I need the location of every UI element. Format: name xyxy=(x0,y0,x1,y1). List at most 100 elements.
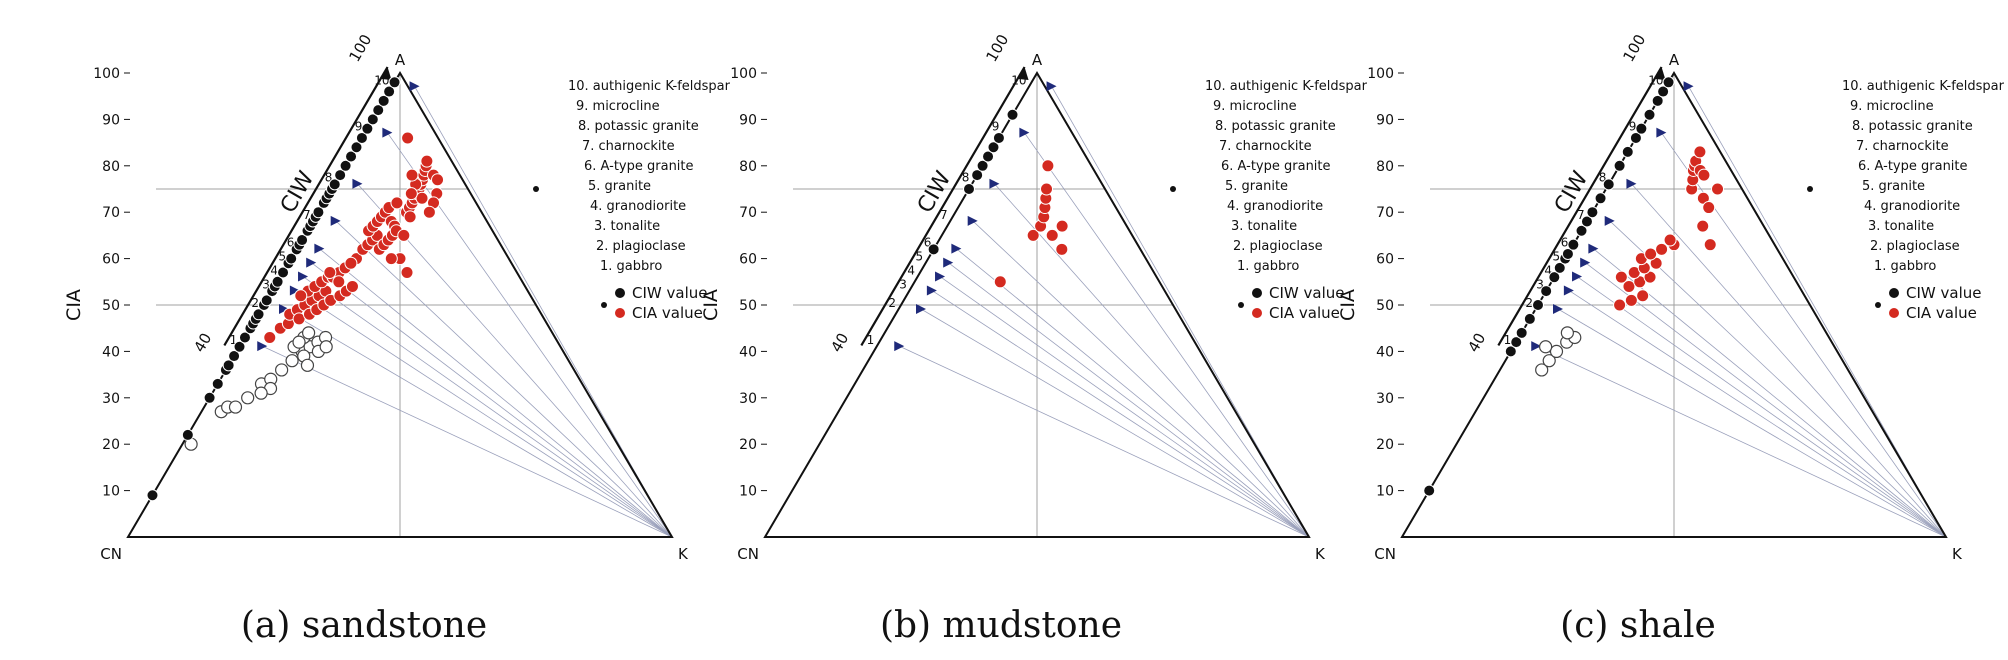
ciw-point xyxy=(1621,145,1634,158)
vertex-label-cn: CN xyxy=(100,545,122,563)
tieline xyxy=(1584,262,1947,538)
legend-marker xyxy=(615,288,625,298)
ciw-point xyxy=(271,275,284,288)
mineral-list-item: 5. granite xyxy=(1862,179,1925,194)
mineral-marker xyxy=(967,215,978,226)
ciw-point xyxy=(963,183,975,195)
mineral-index-label: 7 xyxy=(940,208,948,222)
ciw-point xyxy=(1423,484,1436,497)
mineral-list-item: 4. granodiorite xyxy=(590,199,686,214)
ciw-point xyxy=(1575,224,1588,237)
ciw-point xyxy=(1643,108,1656,121)
panel-caption: (c) shale xyxy=(1560,605,1716,646)
mineral-marker xyxy=(894,341,905,352)
y-tick-label: 100 xyxy=(730,66,757,82)
vertex-label-a: A xyxy=(1669,51,1680,69)
mineral-marker xyxy=(951,243,962,254)
cia-point xyxy=(397,228,411,242)
hollow-point xyxy=(1542,354,1556,368)
y-tick-label: 70 xyxy=(739,205,757,221)
cia-point xyxy=(1041,159,1055,173)
mineral-list-item: 3. tonalite xyxy=(1231,219,1297,234)
mineral-marker xyxy=(1683,81,1694,92)
mineral-index-label: 3 xyxy=(262,277,270,291)
tieline xyxy=(1557,308,1947,538)
mineral-marker xyxy=(306,257,317,268)
ciw-point xyxy=(1548,271,1561,284)
mineral-marker xyxy=(1563,285,1574,296)
y-tick-label: 90 xyxy=(1376,112,1394,128)
right-edge-tick xyxy=(601,302,607,308)
hollow-point xyxy=(1560,326,1574,340)
hollow-point xyxy=(1535,363,1549,377)
mineral-marker xyxy=(926,285,937,296)
mineral-marker xyxy=(916,304,926,314)
y-tick-label: 30 xyxy=(739,391,757,407)
mineral-index-label: 9 xyxy=(355,120,363,134)
y-tick-label: 20 xyxy=(739,437,757,453)
y-tick-label: 40 xyxy=(102,344,120,360)
ciw-point xyxy=(1510,336,1523,349)
cia-point xyxy=(1644,247,1658,261)
ciw-point xyxy=(222,359,235,372)
vertex-label-cn: CN xyxy=(1374,545,1396,563)
y-tick-label: 60 xyxy=(102,252,120,268)
tieline xyxy=(335,220,673,538)
ciw-point xyxy=(1567,238,1580,251)
ciw-point xyxy=(982,150,995,163)
mineral-list-item: 7. charnockite xyxy=(1856,139,1949,154)
mineral-index-label: 8 xyxy=(962,171,970,185)
right-edge-tick xyxy=(1807,186,1813,192)
tieline xyxy=(972,220,1310,538)
ciw-arrow-line xyxy=(223,66,389,346)
mineral-index-label: 4 xyxy=(907,264,915,278)
hollow-point xyxy=(285,354,299,368)
tieline xyxy=(931,290,1310,538)
mineral-list-item: 4. granodiorite xyxy=(1864,199,1960,214)
vertex-label-k: K xyxy=(1952,545,1963,563)
cia-point xyxy=(422,205,436,219)
cia-point xyxy=(345,279,359,293)
ciw-point xyxy=(1006,108,1019,121)
mineral-index-label: 5 xyxy=(916,250,924,264)
ciw-point xyxy=(1651,94,1664,107)
mineral-list-item: 6. A-type granite xyxy=(1858,159,1968,174)
right-edge-tick xyxy=(533,186,539,192)
cia-point xyxy=(1703,238,1717,252)
mineral-marker xyxy=(943,257,954,268)
mineral-marker xyxy=(409,81,420,92)
mineral-marker xyxy=(1046,81,1057,92)
cia-point xyxy=(384,252,398,266)
mineral-marker xyxy=(257,341,268,352)
tieline xyxy=(994,183,1310,538)
ciw-point xyxy=(1523,312,1536,325)
ciw-point xyxy=(339,159,352,172)
mineral-index-label: 6 xyxy=(924,236,932,250)
mineral-list-item: 8. potassic granite xyxy=(578,119,699,134)
mineral-index-label: 2 xyxy=(888,296,896,310)
mineral-marker xyxy=(1531,341,1542,352)
cia-point xyxy=(1040,182,1054,196)
cia-point xyxy=(1636,289,1650,303)
mineral-list-item: 3. tonalite xyxy=(1868,219,1934,234)
ciw-point xyxy=(971,169,984,182)
y-tick-label: 30 xyxy=(102,391,120,407)
mineral-marker xyxy=(382,127,393,138)
ciw-point xyxy=(252,308,265,321)
vertex-label-a: A xyxy=(395,51,406,69)
mineral-marker xyxy=(298,271,309,282)
cia-point xyxy=(1643,270,1657,284)
ciw-point xyxy=(1613,159,1626,172)
legend-marker xyxy=(1889,288,1899,298)
cia-point xyxy=(1702,201,1716,215)
ciw-point xyxy=(211,377,224,390)
vertex-label-k: K xyxy=(678,545,689,563)
panel-caption: (a) sandstone xyxy=(241,605,487,646)
ciw-point xyxy=(1553,261,1566,274)
right-edge-tick xyxy=(1238,302,1244,308)
ciw-point xyxy=(1629,131,1642,144)
mineral-list-item: 10. authigenic K-feldspar xyxy=(1205,79,1368,94)
mineral-list-item: 7. charnockite xyxy=(1219,139,1312,154)
